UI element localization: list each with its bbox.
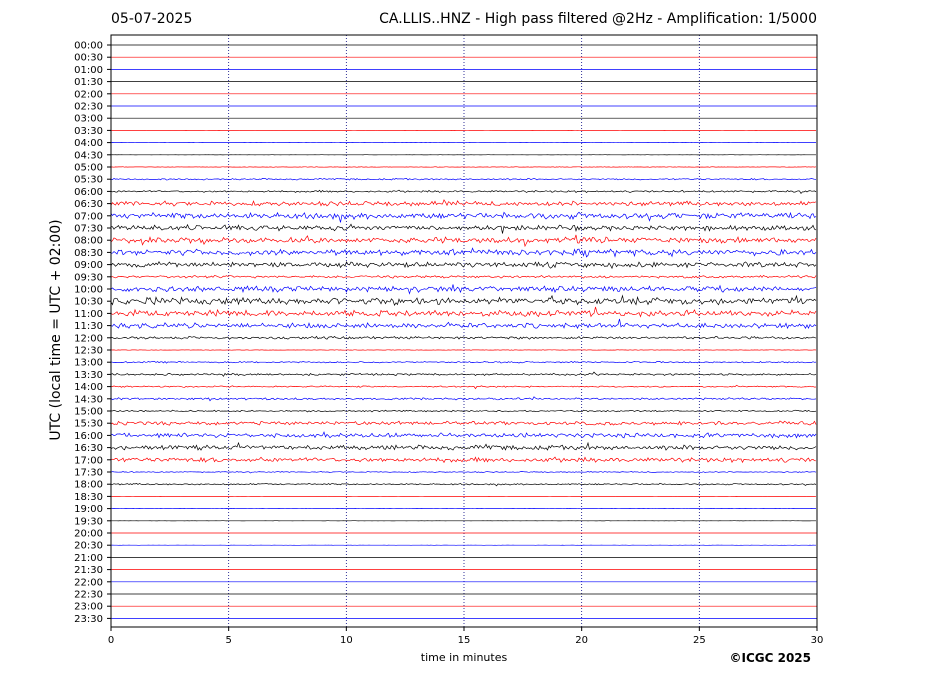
- y-tick-label: 19:00: [74, 504, 103, 515]
- y-tick-label: 03:00: [74, 114, 103, 125]
- y-tick-label: 20:30: [74, 541, 103, 552]
- x-tick-label: 20: [575, 635, 588, 646]
- y-tick-label: 05:30: [74, 175, 103, 186]
- x-tick-label: 10: [340, 635, 353, 646]
- trace-05:30: [110, 177, 817, 181]
- y-tick-label: 08:00: [74, 236, 103, 247]
- trace-14:30: [110, 396, 817, 402]
- trace-10:30: [110, 294, 817, 307]
- y-tick-label: 09:30: [74, 272, 103, 283]
- y-tick-label: 16:30: [74, 443, 103, 454]
- y-tick-label: 05:00: [74, 163, 103, 174]
- x-tick-label: 0: [108, 635, 114, 646]
- y-tick-label: 03:30: [74, 126, 103, 137]
- trace-08:00: [110, 234, 817, 248]
- y-tick-label: 04:00: [74, 138, 103, 149]
- trace-13:30: [110, 371, 817, 377]
- y-tick-label: 17:30: [74, 468, 103, 479]
- y-tick-label: 14:00: [74, 382, 103, 393]
- trace-12:30: [110, 349, 817, 351]
- y-tick-label: 09:00: [74, 260, 103, 271]
- trace-07:00: [110, 211, 817, 223]
- y-tick-label: 18:00: [74, 480, 103, 491]
- y-tick-label: 04:30: [74, 150, 103, 161]
- trace-15:30: [110, 420, 817, 426]
- copyright-label: ©ICGC 2025: [729, 651, 811, 665]
- y-tick-label: 13:30: [74, 370, 103, 381]
- trace-15:00: [110, 409, 817, 413]
- y-tick-label: 07:00: [74, 211, 103, 222]
- y-tick-label: 11:00: [74, 309, 103, 320]
- trace-18:00: [110, 482, 817, 487]
- x-tick-label: 30: [811, 635, 824, 646]
- y-tick-label: 21:00: [74, 553, 103, 564]
- trace-16:30: [110, 441, 817, 451]
- trace-06:30: [110, 199, 817, 207]
- trace-14:00: [111, 384, 817, 390]
- x-tick-label: 15: [458, 635, 471, 646]
- y-tick-label: 00:00: [74, 41, 103, 52]
- y-tick-label: 22:30: [74, 590, 103, 601]
- y-tick-label: 17:00: [74, 455, 103, 466]
- trace-16:00: [110, 431, 817, 439]
- y-tick-label: 20:00: [74, 529, 103, 540]
- trace-07:30: [110, 223, 817, 234]
- trace-11:30: [110, 318, 817, 330]
- trace-layer: [110, 44, 817, 619]
- y-tick-label: 19:30: [74, 516, 103, 527]
- trace-13:00: [110, 360, 817, 364]
- trace-17:00: [110, 456, 817, 464]
- y-tick-label: 16:00: [74, 431, 103, 442]
- y-tick-label: 11:30: [74, 321, 103, 332]
- plot-frame: [110, 34, 818, 628]
- y-tick-label: 00:30: [74, 53, 103, 64]
- y-tick-label: 06:30: [74, 199, 103, 210]
- y-tick-label: 21:30: [74, 565, 103, 576]
- y-tick-label: 08:30: [74, 248, 103, 259]
- x-axis-label: time in minutes: [420, 651, 508, 664]
- y-tick-label: 02:00: [74, 89, 103, 100]
- x-tick-label: 25: [693, 635, 706, 646]
- y-tick-label: 06:00: [74, 187, 103, 198]
- y-tick-label: 10:30: [74, 297, 103, 308]
- chart-title: CA.LLIS..HNZ - High pass filtered @2Hz -…: [379, 11, 817, 27]
- y-tick-label: 14:30: [74, 394, 103, 405]
- y-tick-label: 23:30: [74, 614, 103, 625]
- trace-09:00: [110, 260, 817, 270]
- y-tick-label: 15:30: [74, 419, 103, 430]
- chart-date: 05-07-2025: [111, 11, 193, 27]
- y-tick-label: 13:00: [74, 358, 103, 369]
- y-tick-label: 02:30: [74, 102, 103, 113]
- grid-layer: [228, 35, 700, 627]
- y-tick-label: 15:00: [74, 407, 103, 418]
- y-tick-label: 01:00: [74, 65, 103, 76]
- x-tick-label: 5: [225, 635, 231, 646]
- y-tick-label: 23:00: [74, 602, 103, 613]
- y-tick-label: 18:30: [74, 492, 103, 503]
- trace-06:00: [110, 189, 817, 194]
- trace-05:00: [111, 166, 817, 168]
- trace-10:00: [110, 284, 817, 295]
- trace-08:30: [110, 247, 817, 258]
- trace-17:30: [110, 471, 817, 474]
- trace-11:00: [110, 306, 817, 318]
- y-tick-label: 01:30: [74, 77, 103, 88]
- y-tick-label: 12:30: [74, 346, 103, 357]
- trace-09:30: [110, 274, 817, 279]
- y-tick-label: 22:00: [74, 577, 103, 588]
- y-tick-label: 12:00: [74, 333, 103, 344]
- y-tick-label: 07:30: [74, 224, 103, 235]
- y-tick-label: 10:00: [74, 285, 103, 296]
- trace-12:00: [110, 335, 817, 340]
